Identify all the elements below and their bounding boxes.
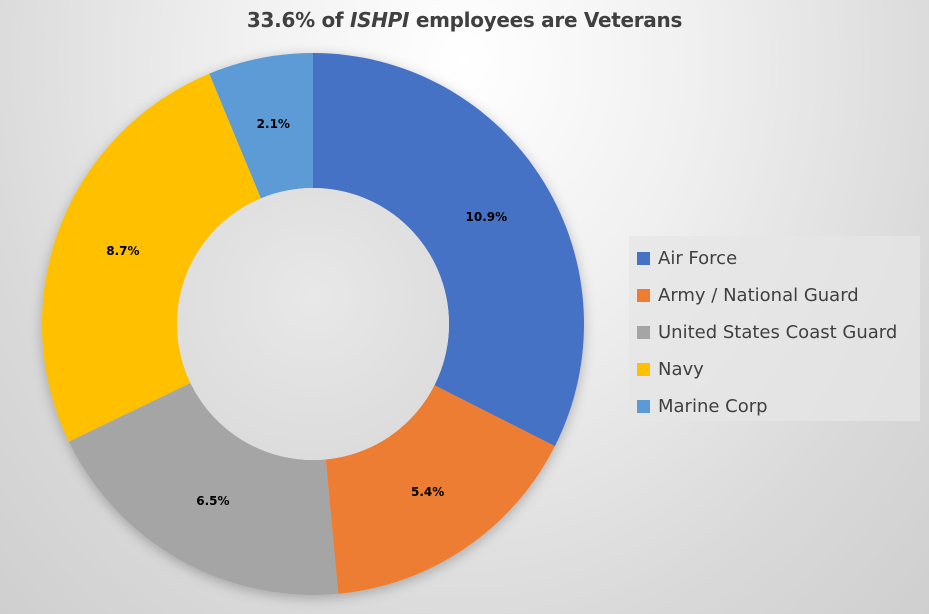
legend-swatch-icon: [637, 326, 650, 339]
legend-label: Marine Corp: [658, 396, 768, 417]
data-label: 5.4%: [410, 485, 445, 500]
donut-segment-united-states-coast-guard[interactable]: [68, 383, 339, 595]
legend-swatch-icon: [637, 400, 650, 413]
legend-label: Army / National Guard: [658, 285, 859, 306]
donut-segment-army-national-guard[interactable]: [325, 385, 555, 594]
title-suffix: employees are Veterans: [409, 8, 683, 32]
data-label: 6.5%: [196, 494, 230, 509]
donut-segment-marine-corp[interactable]: [209, 53, 313, 199]
legend-swatch-icon: [637, 289, 650, 302]
title-company-name: ISHPI: [349, 8, 410, 32]
legend-label: Navy: [658, 359, 704, 380]
legend-item[interactable]: Air Force: [637, 240, 920, 277]
legend-swatch-icon: [637, 252, 650, 265]
data-label: 2.1%: [256, 117, 290, 132]
legend-swatch-icon: [637, 363, 650, 376]
legend: Air Force Army / National Guard United Sta…: [629, 236, 920, 421]
donut-hole: [177, 188, 449, 460]
legend-item[interactable]: United States Coast Guard: [637, 314, 920, 351]
donut-segment-air-force[interactable]: [313, 53, 584, 447]
data-label: 10.9%: [465, 210, 508, 225]
data-label: 8.7%: [106, 244, 140, 259]
legend-item[interactable]: Marine Corp: [637, 388, 920, 425]
chart-title: 33.6% of ISHPI employees are Veterans: [0, 8, 929, 32]
donut-segments: [41, 53, 584, 595]
donut-segment-navy[interactable]: [41, 73, 261, 442]
legend-label: Air Force: [658, 248, 738, 269]
legend-item[interactable]: Navy: [637, 351, 920, 388]
legend-label: United States Coast Guard: [658, 322, 898, 343]
title-prefix: 33.6% of: [246, 8, 350, 32]
legend-item[interactable]: Army / National Guard: [637, 277, 920, 314]
